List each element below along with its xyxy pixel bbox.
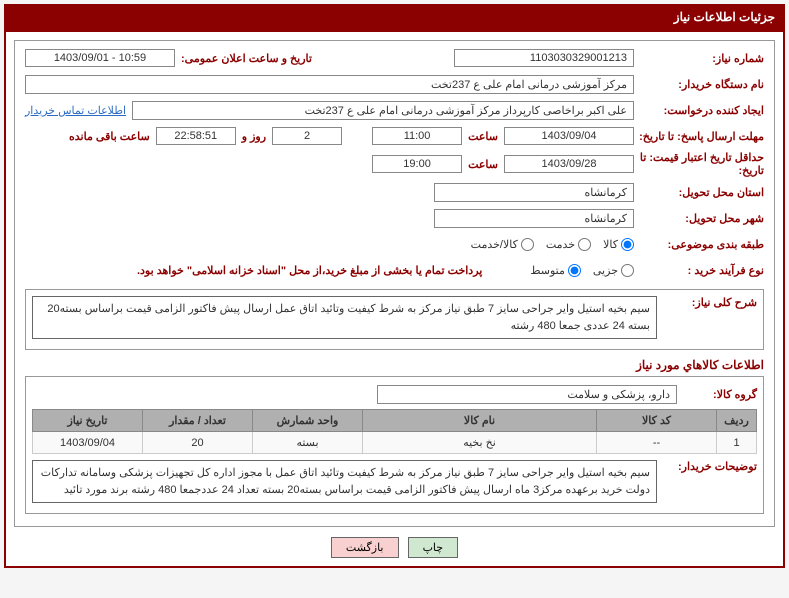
- page-header: جزئیات اطلاعات نیاز: [4, 4, 785, 30]
- td-unit: بسته: [253, 432, 363, 454]
- requester-value: علی اکبر براخاصی کارپرداز مرکز آموزشی در…: [132, 101, 634, 120]
- goods-table: ردیف کد کالا نام کالا واحد شمارش تعداد /…: [32, 409, 757, 454]
- announce-date-label: تاریخ و ساعت اعلان عمومی:: [175, 52, 318, 65]
- price-validity-label: حداقل تاریخ اعتبار قیمت: تا تاریخ:: [634, 151, 764, 177]
- content-panel: شماره نیاز: 1103030329001213 تاریخ و ساع…: [4, 30, 785, 568]
- radio-goods-input[interactable]: [621, 238, 634, 251]
- requester-label: ایجاد کننده درخواست:: [634, 104, 764, 117]
- th-date: تاریخ نیاز: [33, 410, 143, 432]
- general-desc-box: شرح کلی نیاز: سیم بخیه استیل وایر جراحی …: [25, 289, 764, 350]
- radio-goods[interactable]: کالا: [603, 238, 634, 251]
- td-name: نخ بخیه: [363, 432, 597, 454]
- remaining-days-value: 2: [272, 127, 342, 145]
- hour-label-1: ساعت: [462, 130, 504, 143]
- general-desc-label: شرح کلی نیاز:: [657, 296, 757, 309]
- buyer-notes-label: توضیحات خریدار:: [657, 460, 757, 473]
- general-desc-value: سیم بخیه استیل وایر جراحی سایز 7 طبق نیا…: [32, 296, 657, 339]
- table-row: 1 -- نخ بخیه بسته 20 1403/09/04: [33, 432, 757, 454]
- hour-label-2: ساعت: [462, 158, 504, 171]
- header-title: جزئیات اطلاعات نیاز: [674, 10, 775, 24]
- response-deadline-label: مهلت ارسال پاسخ: تا تاریخ:: [634, 130, 764, 143]
- goods-group-value: دارو، پزشکی و سلامت: [377, 385, 677, 404]
- validity-time-value: 19:00: [372, 155, 462, 173]
- category-radio-group: کالا خدمت کالا/خدمت: [463, 238, 634, 251]
- buyer-org-value: مرکز آموزشی درمانی امام علی ع 237تخت: [25, 75, 634, 94]
- validity-date-value: 1403/09/28: [504, 155, 634, 173]
- purchase-type-label: نوع فرآیند خرید :: [634, 264, 764, 277]
- payment-note: پرداخت تمام یا بخشی از مبلغ خرید،از محل …: [137, 264, 482, 277]
- goods-group-label: گروه کالا:: [677, 388, 757, 401]
- radio-goods-service-input[interactable]: [521, 238, 534, 251]
- th-qty: تعداد / مقدار: [143, 410, 253, 432]
- back-button[interactable]: بازگشت: [331, 537, 399, 558]
- goods-info-title: اطلاعات کالاهاي مورد نياز: [25, 358, 764, 372]
- response-date-value: 1403/09/04: [504, 127, 634, 145]
- th-name: نام کالا: [363, 410, 597, 432]
- need-number-value: 1103030329001213: [454, 49, 634, 67]
- response-time-value: 11:00: [372, 127, 462, 145]
- print-button[interactable]: چاپ: [408, 537, 459, 558]
- th-unit: واحد شمارش: [253, 410, 363, 432]
- td-code: --: [597, 432, 717, 454]
- th-row: ردیف: [717, 410, 757, 432]
- goods-info-box: گروه کالا: دارو، پزشکی و سلامت ردیف کد ک…: [25, 376, 764, 514]
- radio-medium[interactable]: متوسط: [530, 264, 581, 277]
- radio-partial-input[interactable]: [621, 264, 634, 277]
- table-header-row: ردیف کد کالا نام کالا واحد شمارش تعداد /…: [33, 410, 757, 432]
- radio-service-input[interactable]: [578, 238, 591, 251]
- remaining-label: ساعت باقی مانده: [63, 130, 156, 143]
- th-code: کد کالا: [597, 410, 717, 432]
- buyer-notes-value: سیم بخیه استیل وایر جراحی سایز 7 طبق نیا…: [32, 460, 657, 503]
- days-and-label: روز و: [236, 130, 272, 143]
- city-value: کرمانشاه: [434, 209, 634, 228]
- category-label: طبقه بندی موضوعی:: [634, 238, 764, 251]
- radio-goods-service[interactable]: کالا/خدمت: [471, 238, 534, 251]
- purchase-type-radio-group: جزیی متوسط: [522, 264, 634, 277]
- buyer-org-label: نام دستگاه خریدار:: [634, 78, 764, 91]
- td-num: 1: [717, 432, 757, 454]
- announce-date-value: 1403/09/01 - 10:59: [25, 49, 175, 67]
- city-label: شهر محل تحویل:: [634, 212, 764, 225]
- contact-link[interactable]: اطلاعات تماس خریدار: [25, 104, 132, 117]
- province-value: کرمانشاه: [434, 183, 634, 202]
- td-qty: 20: [143, 432, 253, 454]
- need-number-label: شماره نیاز:: [634, 52, 764, 65]
- remaining-time-value: 22:58:51: [156, 127, 236, 145]
- radio-service[interactable]: خدمت: [546, 238, 591, 251]
- province-label: استان محل تحویل:: [634, 186, 764, 199]
- radio-medium-input[interactable]: [568, 264, 581, 277]
- td-date: 1403/09/04: [33, 432, 143, 454]
- button-row: چاپ بازگشت: [14, 537, 775, 558]
- radio-partial[interactable]: جزیی: [593, 264, 634, 277]
